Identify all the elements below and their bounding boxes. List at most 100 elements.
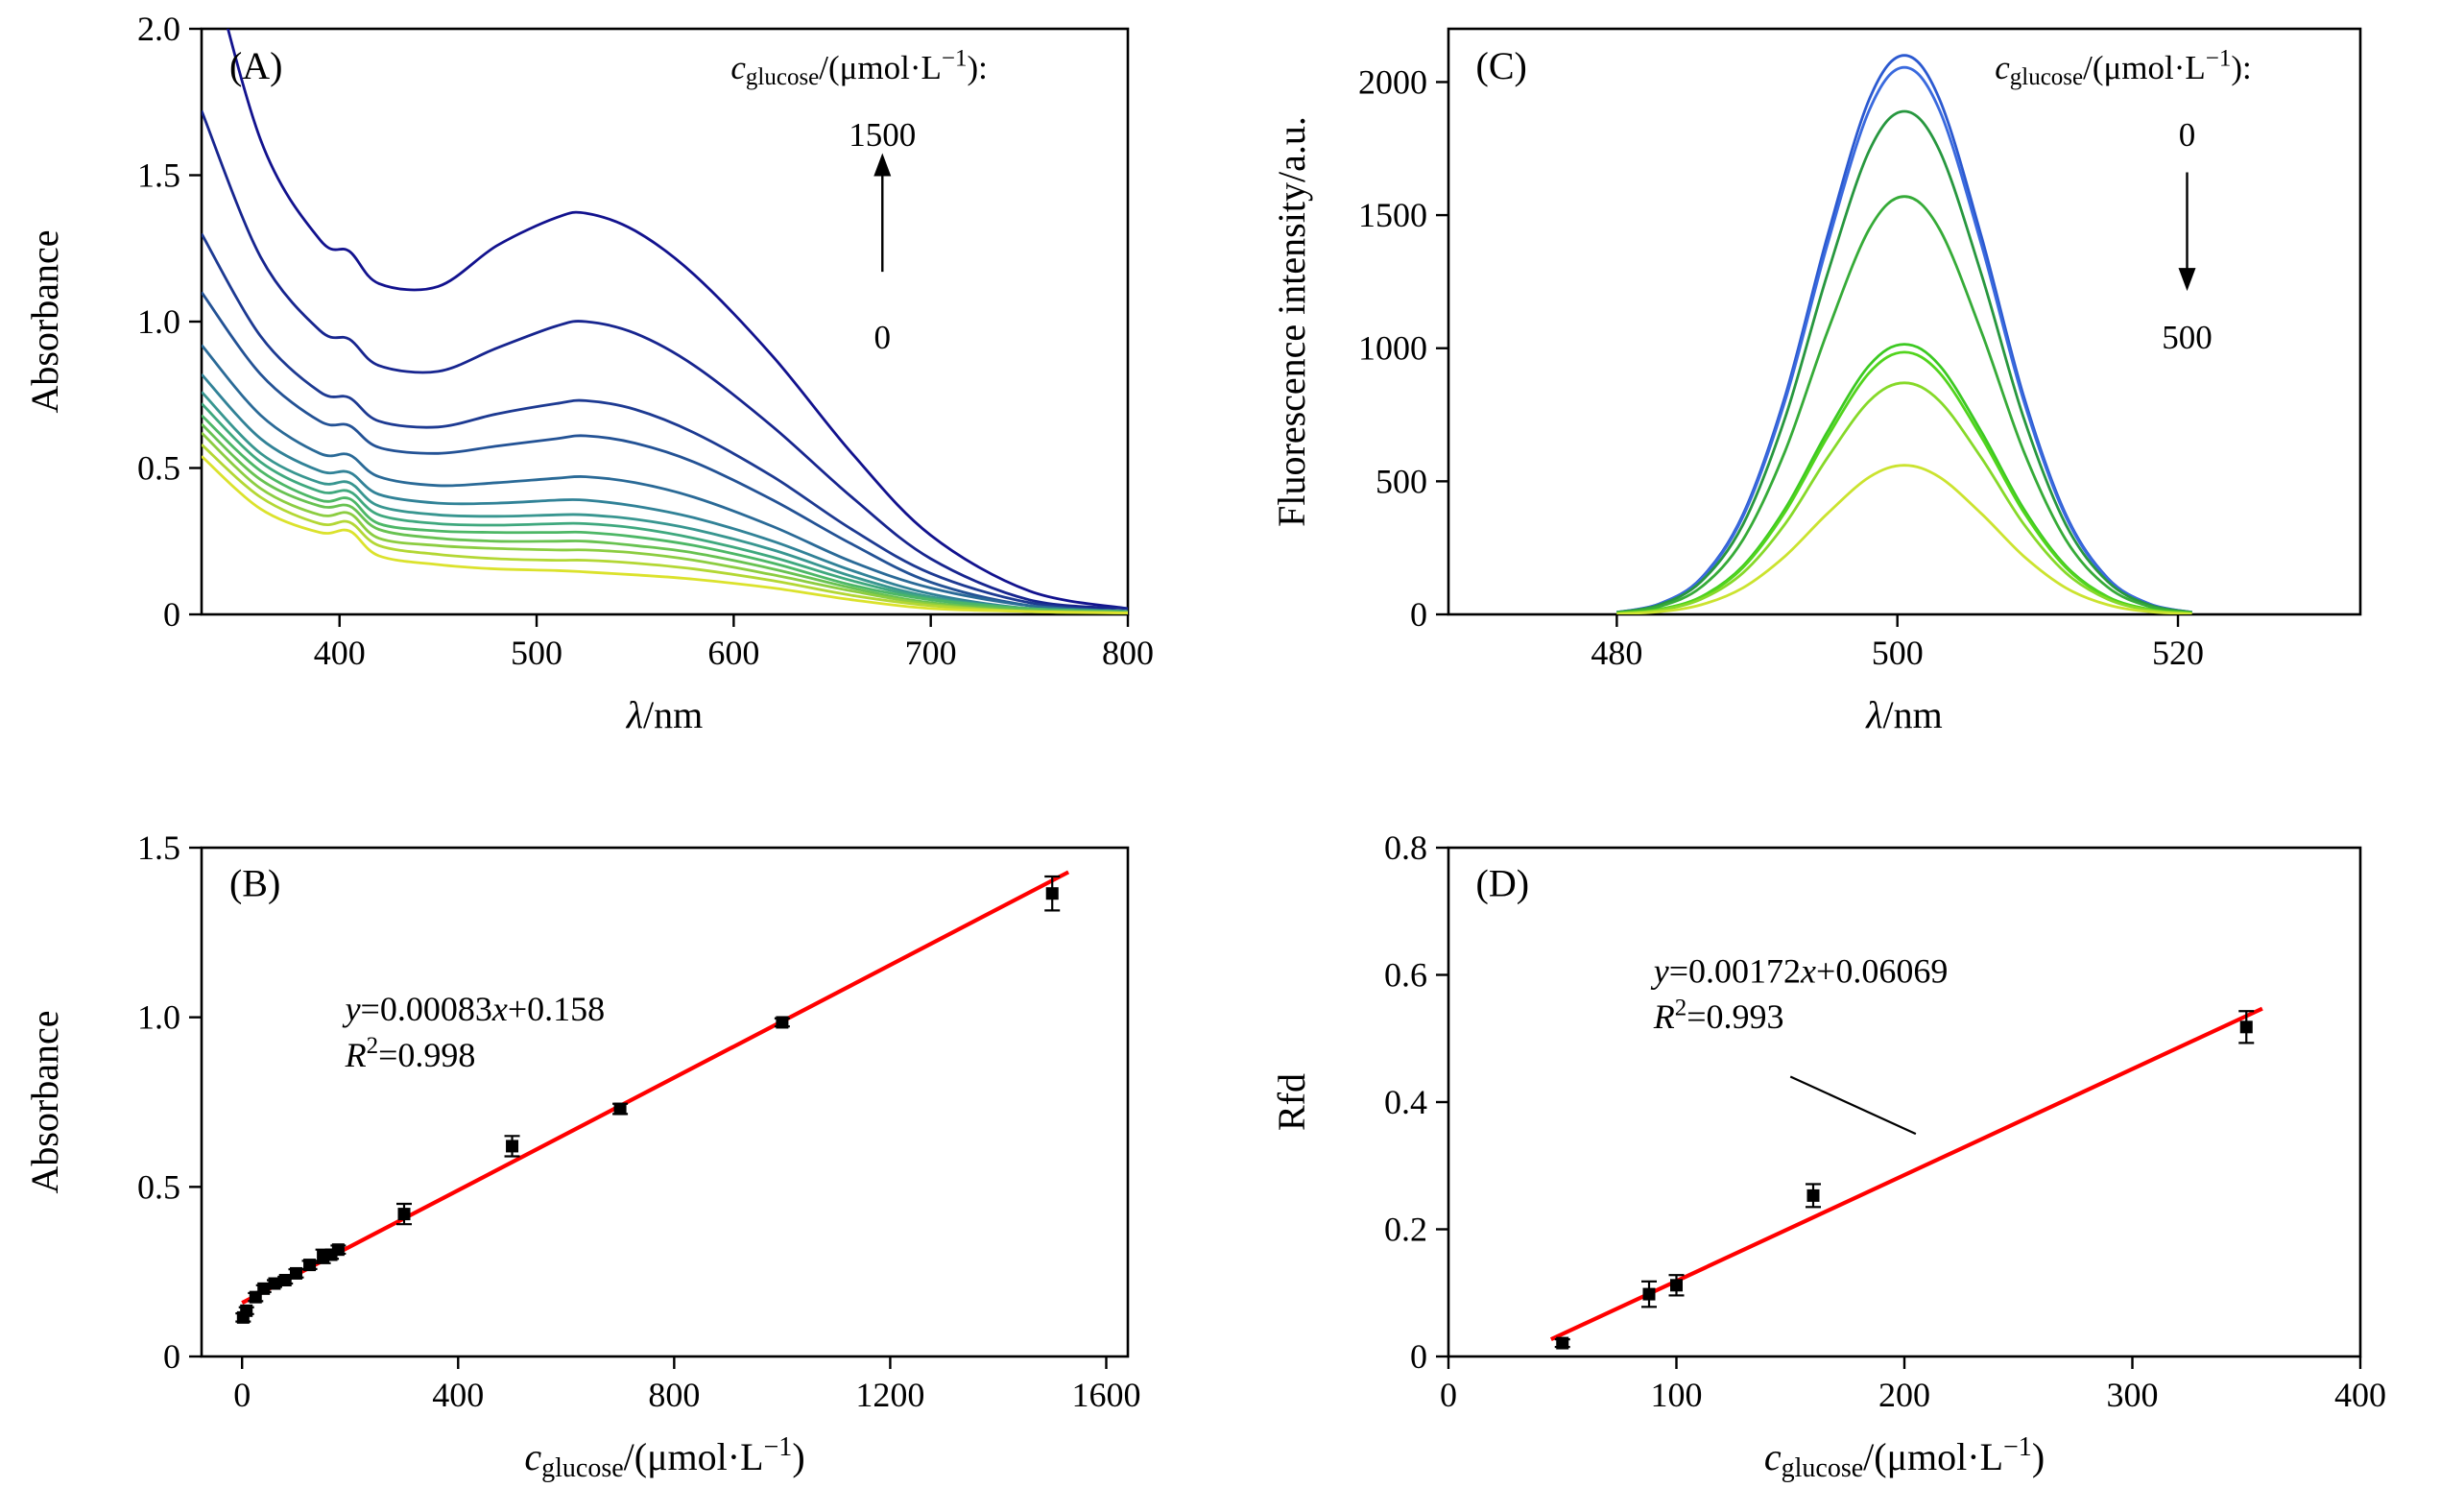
annotation-pointer-line: [1789, 1075, 1917, 1136]
data-point-marker: [1556, 1336, 1569, 1350]
fit-line: [1549, 1006, 2263, 1342]
data-point-marker: [776, 1016, 789, 1029]
plot-frame: [200, 846, 1130, 1358]
spectrum-curve-2: [1616, 109, 2192, 614]
data-point-marker: [240, 1304, 253, 1317]
spectrum-curve-1: [1616, 65, 2192, 614]
concentration-bottom-value: 500: [2162, 319, 2213, 356]
chart-panel-d: 0 100 200 300 400 0 0.2 0.4 0.6 0.8 cglucose/(μmol…: [1270, 828, 2386, 1483]
spectrum-curve-6: [1616, 381, 2192, 614]
spectrum-curve-1: [202, 109, 1128, 611]
y-tick-label: 0.5: [137, 1167, 180, 1206]
chart-panel-b: 0 400 800 1200 1600 0 0.5 1.0 1.5 cglucose/(μmol·…: [23, 828, 1140, 1483]
data-point-marker: [278, 1274, 292, 1286]
spectrum-curve-5: [1616, 350, 2192, 614]
concentration-legend-label: cglucose/(μmol·L−1):: [730, 46, 988, 91]
y-tick-label: 1.0: [137, 302, 180, 341]
y-tick-label: 1.0: [137, 998, 180, 1037]
data-point-marker: [1670, 1279, 1683, 1292]
x-tick-label: 520: [2152, 634, 2204, 672]
y-axis-label: Absorbance: [23, 229, 66, 413]
concentration-arrow-head-up: [873, 153, 892, 177]
y-tick-label: 1.5: [137, 828, 180, 867]
data-point-marker: [289, 1266, 302, 1280]
x-tick-label: 800: [648, 1376, 700, 1414]
x-axis-label: λ/nm: [1865, 693, 1943, 736]
x-tick-label: 0: [1440, 1376, 1457, 1414]
x-axis-label: cglucose/(μmol·L−1): [1764, 1432, 2045, 1483]
y-tick-label: 0: [163, 1337, 180, 1376]
data-point-marker: [1045, 887, 1059, 900]
spectrum-curve-2: [202, 232, 1128, 613]
x-tick-label: 300: [2107, 1376, 2159, 1414]
y-axis-label: Fluorescence intensity/a.u.: [1270, 116, 1313, 527]
concentration-bottom-value: 0: [874, 319, 892, 356]
y-tick-label: 0.6: [1384, 956, 1427, 995]
x-tick-label: 500: [1872, 634, 1924, 672]
fit-r-squared-text: R2=0.998: [345, 1033, 476, 1074]
concentration-top-value: 0: [2179, 116, 2196, 154]
x-tick-label: 400: [432, 1376, 484, 1414]
y-tick-label: 1.5: [137, 156, 180, 195]
x-tick-label: 600: [707, 634, 759, 672]
spectrum-curve-4: [202, 344, 1128, 613]
data-point-marker: [397, 1208, 411, 1221]
y-tick-label: 0: [1410, 1337, 1427, 1376]
spectrum-curve-0: [227, 29, 1128, 611]
spectrum-curve-0: [1616, 54, 2192, 614]
y-tick-label: 1000: [1358, 329, 1427, 368]
spectrum-curve-4: [1616, 343, 2192, 614]
plot-frame: [1447, 27, 2362, 616]
x-tick-label: 100: [1651, 1376, 1703, 1414]
chart-panel-c: 480 500 520 0 500 1000 1500 2000 λ/nm Fluorescenc…: [1270, 27, 2362, 736]
chart-panel-a: 400 500 600 700 800 0 0.5 1.0 1.5 2.0 λ/nm Absorban…: [23, 10, 1154, 736]
panel-b-absorbance-calibration: 0 400 800 1200 1600 0 0.5 1.0 1.5 cglucose/(μmol·…: [0, 756, 1232, 1512]
spectrum-curve-7: [202, 402, 1128, 613]
fit-r-squared-text: R2=0.993: [1653, 995, 1784, 1036]
spectrum-curve-8: [202, 414, 1128, 613]
data-point-marker: [613, 1102, 627, 1116]
data-point-marker: [303, 1259, 317, 1272]
y-axis-label: Rfd: [1270, 1073, 1313, 1131]
y-tick-label: 2.0: [137, 10, 180, 48]
y-tick-label: 0.5: [137, 449, 180, 488]
x-tick-label: 200: [1878, 1376, 1930, 1414]
data-point-marker: [1642, 1287, 1656, 1301]
x-tick-label: 1200: [855, 1376, 924, 1414]
spectrum-curve-7: [1616, 464, 2192, 614]
x-axis-label: cglucose/(μmol·L−1): [524, 1432, 804, 1483]
panel-d-rfd-calibration: 0 100 200 300 400 0 0.2 0.4 0.6 0.8 cglucose/(μmol…: [1232, 756, 2464, 1512]
plot-frame: [200, 27, 1130, 616]
spectrum-curve-11: [202, 444, 1128, 614]
spectrum-curve-12: [202, 455, 1128, 614]
data-point-marker: [257, 1282, 271, 1295]
panel-letter: (D): [1476, 861, 1530, 904]
panel-c-fluorescence-spectra: 480 500 520 0 500 1000 1500 2000 λ/nm Fluorescenc…: [1232, 0, 2464, 756]
y-tick-label: 0.8: [1384, 828, 1427, 867]
plot-area: [235, 870, 1070, 1324]
panel-letter: (C): [1476, 44, 1527, 87]
y-tick-label: 500: [1376, 462, 1427, 500]
x-axis-label: λ/nm: [626, 693, 704, 736]
panel-letter: (A): [229, 44, 283, 87]
panel-a-absorbance-spectra: 400 500 600 700 800 0 0.5 1.0 1.5 2.0 λ/nm Absorban…: [0, 0, 1232, 756]
spectrum-curve-9: [202, 422, 1128, 614]
x-tick-label: 0: [233, 1376, 251, 1414]
plot-area: [1616, 54, 2192, 614]
x-tick-label: 800: [1102, 634, 1154, 672]
x-tick-label: 1600: [1071, 1376, 1140, 1414]
plot-area: [1549, 1006, 2263, 1350]
x-tick-label: 400: [314, 634, 366, 672]
x-tick-label: 400: [2334, 1376, 2386, 1414]
concentration-top-value: 1500: [849, 116, 916, 154]
panel-letter: (B): [229, 861, 280, 904]
data-point-marker: [268, 1277, 281, 1290]
concentration-legend-label: cglucose/(μmol·L−1):: [1995, 46, 2252, 91]
x-tick-label: 700: [905, 634, 957, 672]
y-tick-label: 0: [163, 595, 180, 634]
concentration-arrow-head-down: [2178, 268, 2196, 292]
data-point-marker: [506, 1140, 519, 1153]
spectrum-curve-3: [1616, 195, 2192, 614]
data-point-marker: [331, 1243, 345, 1257]
